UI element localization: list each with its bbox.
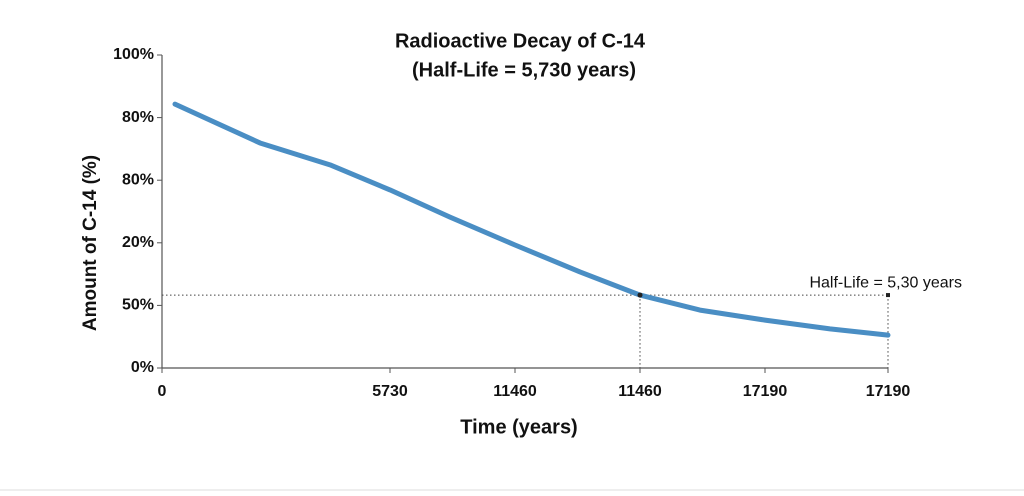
chart-title: Radioactive Decay of C-14 bbox=[395, 30, 646, 52]
y-tick-label: 0% bbox=[131, 359, 154, 376]
annotation: Half-Life = 5,30 years bbox=[809, 274, 962, 291]
x-tick-label: 11460 bbox=[618, 383, 662, 400]
x-tick-label: 5730 bbox=[372, 383, 408, 400]
x-tick-label: 11460 bbox=[493, 383, 537, 400]
end-marker bbox=[886, 293, 890, 298]
x-axis-label: Time (years) bbox=[460, 416, 577, 438]
y-tick-label: 80% bbox=[122, 171, 154, 188]
line-series bbox=[172, 101, 891, 338]
y-axis-label: Amount of C-14 (%) bbox=[80, 155, 101, 331]
x-tick-label: 17190 bbox=[866, 383, 911, 400]
y-tick-label: 100% bbox=[113, 46, 154, 63]
chart-subtitle: (Half-Life = 5,730 years) bbox=[412, 59, 636, 81]
x-tick-label: 0 bbox=[158, 383, 167, 400]
annotation-point bbox=[637, 292, 643, 298]
x-tick-label: 17190 bbox=[743, 383, 788, 400]
y-tick-label: 50% bbox=[122, 297, 154, 314]
y-tick-label: 20% bbox=[122, 234, 154, 251]
y-tick-label: 80% bbox=[122, 109, 154, 126]
